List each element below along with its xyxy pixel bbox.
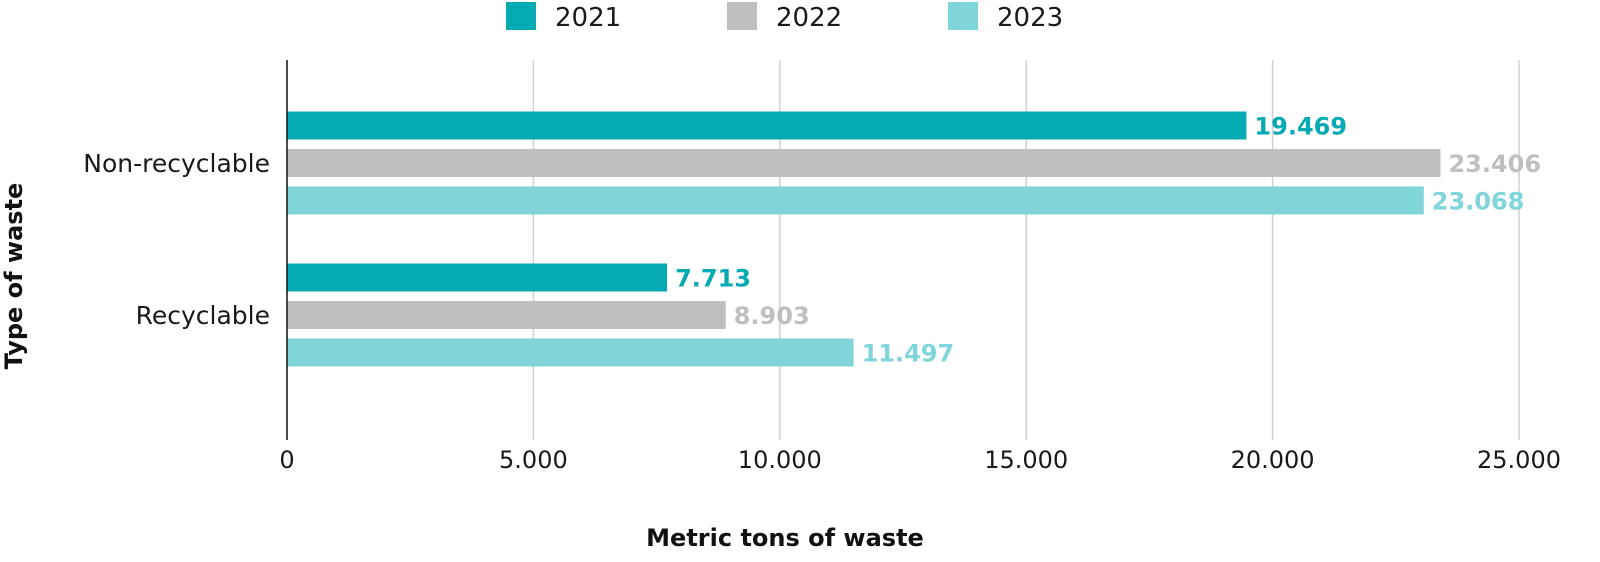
x-tick-label: 5.000 [499, 446, 568, 474]
x-tick-label: 20.000 [1231, 446, 1315, 474]
bar [287, 111, 1247, 140]
y-axis-title: Type of waste [0, 183, 28, 370]
category-label: Non-recyclable [83, 149, 270, 178]
legend-label: 2021 [555, 3, 621, 33]
data-label: 8.903 [734, 302, 810, 330]
x-axis-title: Metric tons of waste [646, 524, 924, 552]
bar [287, 149, 1441, 177]
category-label: Recyclable [136, 301, 270, 330]
data-label: 11.497 [862, 340, 955, 368]
data-label: 7.713 [675, 265, 751, 293]
data-label: 23.068 [1432, 188, 1525, 216]
x-tick-label: 15.000 [984, 446, 1068, 474]
bar [287, 338, 854, 367]
legend-swatch [506, 2, 536, 30]
data-label: 19.469 [1254, 113, 1347, 141]
category-labels: Non-recyclable Recyclable [83, 149, 270, 330]
x-tick-label: 0 [279, 446, 294, 474]
x-tick-labels: 0 5.000 10.000 15.000 20.000 25.000 [279, 446, 1561, 474]
legend-swatch [948, 2, 978, 30]
legend-swatch [727, 2, 757, 30]
bars-group: 19.469 23.406 23.068 7.713 8.903 11.497 [287, 111, 1541, 368]
bar [287, 263, 668, 292]
legend: 2021 2022 2023 [506, 2, 1063, 33]
data-label: 23.406 [1448, 150, 1541, 178]
legend-label: 2023 [997, 3, 1063, 33]
x-tick-label: 25.000 [1477, 446, 1561, 474]
bar [287, 186, 1424, 215]
x-tick-label: 10.000 [738, 446, 822, 474]
bar [287, 301, 726, 329]
legend-label: 2022 [776, 3, 842, 33]
